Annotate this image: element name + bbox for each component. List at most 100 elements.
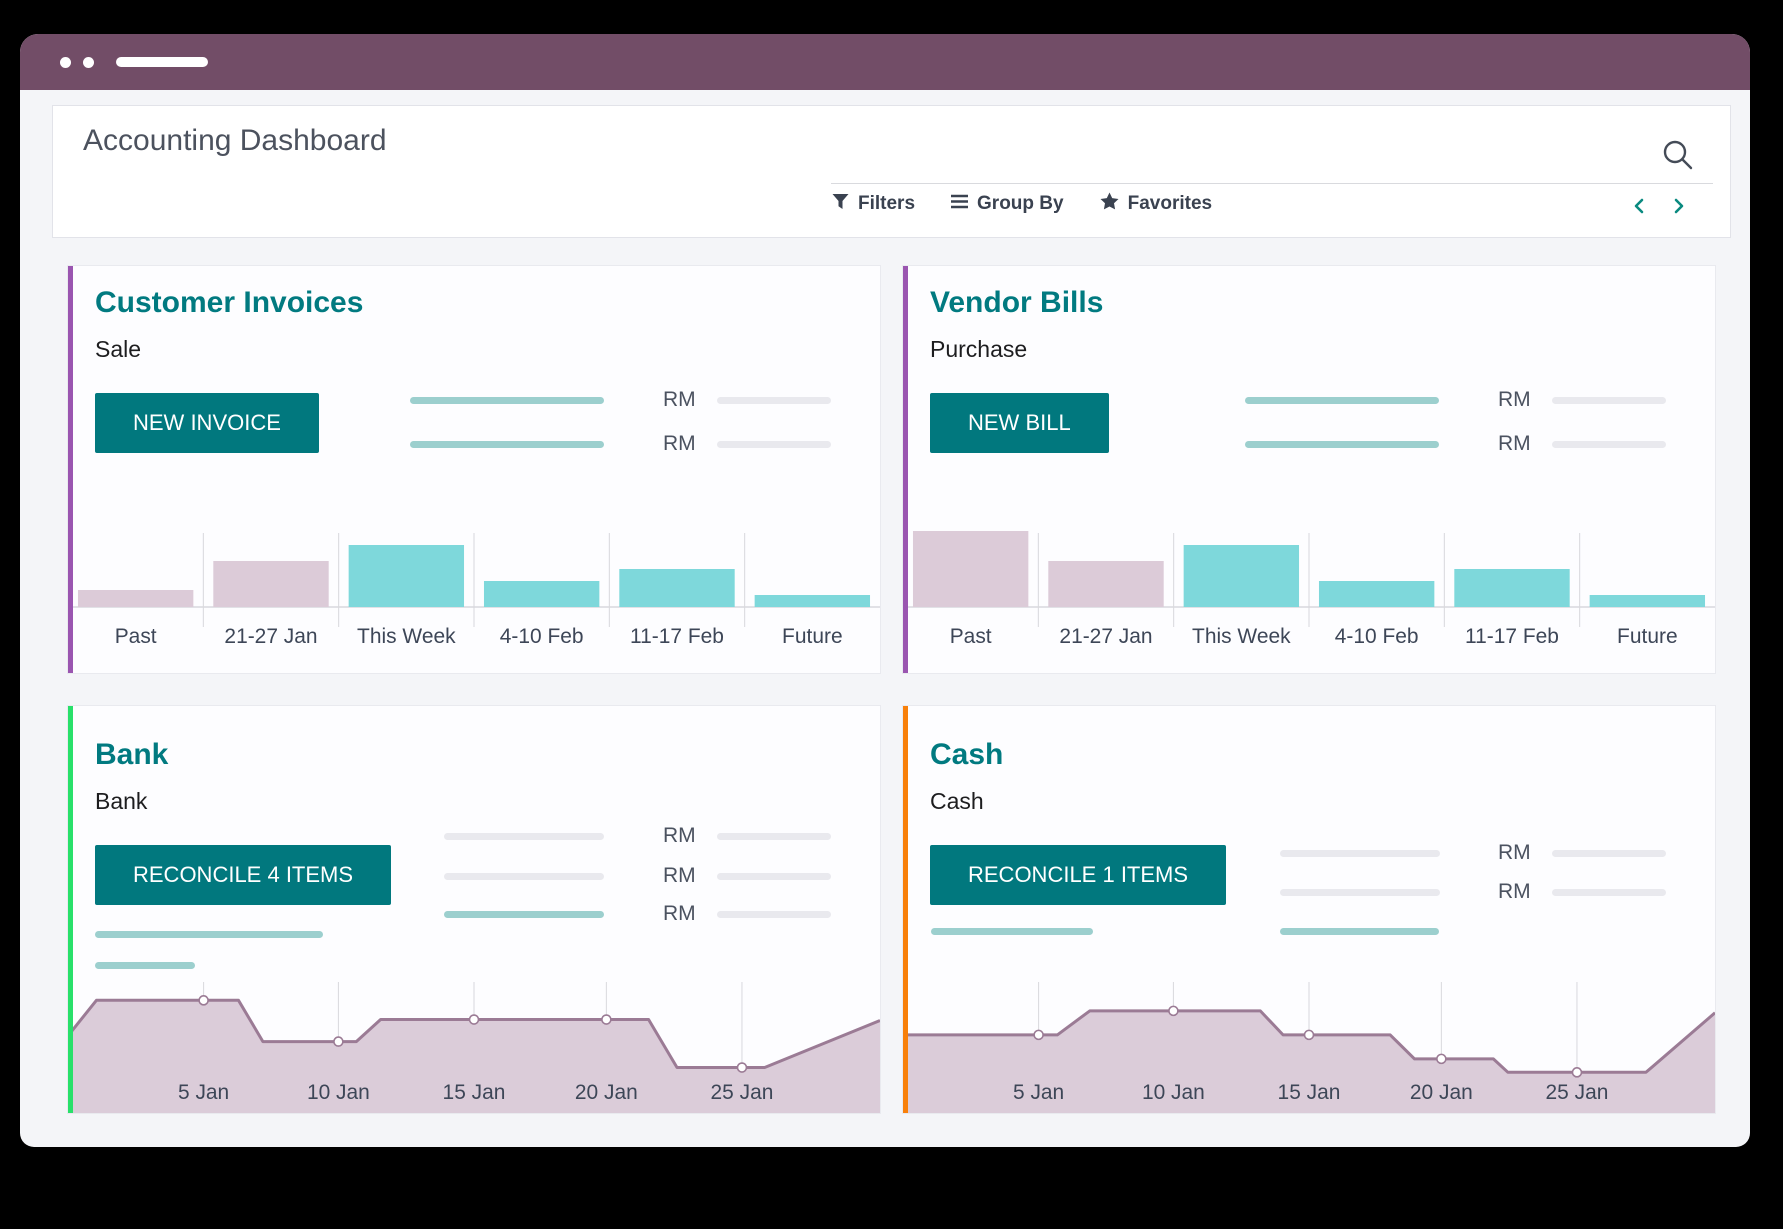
svg-text:Past: Past bbox=[115, 625, 157, 648]
svg-text:This Week: This Week bbox=[1192, 625, 1291, 648]
pager-next-button[interactable] bbox=[1669, 194, 1689, 221]
pager bbox=[1629, 194, 1689, 221]
customer-invoices-bar-chart: Past 21-27 Jan This Week 4-10 Feb 11-17 Feb F… bbox=[68, 533, 880, 648]
card-title-bank[interactable]: Bank bbox=[95, 738, 169, 771]
chevron-left-icon bbox=[1631, 198, 1647, 219]
search-icon[interactable] bbox=[1658, 136, 1698, 176]
currency-label: RM bbox=[1498, 841, 1531, 864]
svg-text:20 Jan: 20 Jan bbox=[1410, 1081, 1473, 1104]
svg-text:This Week: This Week bbox=[357, 625, 456, 648]
reconcile-bank-button[interactable]: RECONCILE 4 ITEMS bbox=[95, 845, 392, 905]
svg-text:11-17 Feb: 11-17 Feb bbox=[1465, 625, 1559, 648]
placeholder-line bbox=[1552, 850, 1666, 857]
filters-button[interactable]: Filters bbox=[832, 193, 915, 216]
vendor-bills-bar-chart: Past 21-27 Jan This Week 4-10 Feb 11-17 Feb F… bbox=[903, 531, 1715, 648]
svg-text:20 Jan: 20 Jan bbox=[575, 1081, 638, 1104]
currency-label: RM bbox=[1498, 880, 1531, 903]
placeholder-line bbox=[1245, 397, 1439, 404]
svg-text:11-17 Feb: 11-17 Feb bbox=[630, 625, 724, 648]
currency-label: RM bbox=[1498, 388, 1531, 411]
svg-text:21-27 Jan: 21-27 Jan bbox=[1059, 625, 1152, 648]
placeholder-line bbox=[95, 931, 323, 938]
placeholder-line bbox=[1280, 889, 1440, 896]
svg-text:15 Jan: 15 Jan bbox=[443, 1081, 506, 1104]
currency-label: RM bbox=[663, 388, 696, 411]
svg-text:10 Jan: 10 Jan bbox=[1142, 1081, 1205, 1104]
dashboard-grid: Customer Invoices Sale NEW INVOICE RM RM… bbox=[67, 265, 1716, 1114]
filters-label: Filters bbox=[858, 193, 916, 214]
currency-label: RM bbox=[663, 902, 696, 925]
currency-label: RM bbox=[663, 864, 696, 887]
placeholder-line bbox=[410, 441, 604, 448]
placeholder-line bbox=[717, 873, 831, 880]
placeholder-line bbox=[95, 962, 195, 969]
svg-text:Future: Future bbox=[1617, 625, 1678, 648]
svg-text:10 Jan: 10 Jan bbox=[307, 1081, 370, 1104]
placeholder-line bbox=[1245, 441, 1439, 448]
pager-previous-button[interactable] bbox=[1629, 194, 1649, 221]
svg-text:4-10 Feb: 4-10 Feb bbox=[1335, 625, 1419, 648]
app-window: Accounting Dashboard Filters Group By bbox=[20, 34, 1750, 1147]
svg-text:Past: Past bbox=[950, 625, 992, 648]
currency-label: RM bbox=[1498, 432, 1531, 455]
card-title-customer-invoices[interactable]: Customer Invoices bbox=[95, 286, 364, 319]
card-title-vendor-bills[interactable]: Vendor Bills bbox=[930, 286, 1104, 319]
card-cash: Cash Cash RECONCILE 1 ITEMS RM RM 5 Jan 1… bbox=[902, 705, 1716, 1114]
card-subtitle: Cash bbox=[930, 788, 984, 814]
svg-text:4-10 Feb: 4-10 Feb bbox=[500, 625, 584, 648]
window-titlebar bbox=[20, 34, 1750, 90]
svg-text:21-27 Jan: 21-27 Jan bbox=[224, 625, 317, 648]
star-icon bbox=[1100, 192, 1119, 216]
window-control-dot[interactable] bbox=[60, 56, 71, 68]
cash-balance-line-chart: 5 Jan 10 Jan 15 Jan 20 Jan 25 Jan bbox=[903, 982, 1715, 1113]
card-accent-bar bbox=[68, 266, 73, 673]
placeholder-line bbox=[1280, 928, 1439, 935]
favorites-button[interactable]: Favorites bbox=[1100, 192, 1212, 216]
group-by-button[interactable]: Group By bbox=[951, 193, 1064, 216]
svg-text:15 Jan: 15 Jan bbox=[1278, 1081, 1341, 1104]
placeholder-line bbox=[410, 397, 604, 404]
svg-text:5 Jan: 5 Jan bbox=[1013, 1081, 1064, 1104]
card-accent-bar bbox=[903, 706, 908, 1113]
card-accent-bar bbox=[903, 266, 908, 673]
search-input[interactable] bbox=[831, 183, 1713, 184]
reconcile-cash-button[interactable]: RECONCILE 1 ITEMS bbox=[930, 845, 1227, 905]
svg-text:Future: Future bbox=[782, 625, 843, 648]
card-subtitle: Purchase bbox=[930, 336, 1028, 362]
new-invoice-button[interactable]: NEW INVOICE bbox=[95, 393, 319, 453]
new-bill-button[interactable]: NEW BILL bbox=[930, 393, 1109, 453]
search-options-row: Filters Group By Favorites bbox=[832, 192, 1212, 216]
card-bank: Bank Bank RECONCILE 4 ITEMS RM RM RM 5 J… bbox=[67, 705, 881, 1114]
placeholder-line bbox=[931, 928, 1093, 935]
page-title: Accounting Dashboard bbox=[83, 124, 387, 157]
placeholder-line bbox=[444, 873, 604, 880]
placeholder-line bbox=[444, 911, 604, 918]
card-vendor-bills: Vendor Bills Purchase NEW BILL RM RM Pas… bbox=[902, 265, 1716, 674]
card-subtitle: Bank bbox=[95, 788, 148, 814]
card-customer-invoices: Customer Invoices Sale NEW INVOICE RM RM… bbox=[67, 265, 881, 674]
placeholder-line bbox=[717, 833, 831, 840]
placeholder-line bbox=[1552, 441, 1666, 448]
control-panel: Accounting Dashboard Filters Group By bbox=[52, 105, 1731, 238]
placeholder-line bbox=[1552, 889, 1666, 896]
currency-label: RM bbox=[663, 432, 696, 455]
placeholder-line bbox=[1552, 397, 1666, 404]
group-by-label: Group By bbox=[977, 193, 1064, 214]
favorites-label: Favorites bbox=[1127, 193, 1213, 214]
placeholder-line bbox=[717, 441, 831, 448]
placeholder-line bbox=[717, 911, 831, 918]
card-title-cash[interactable]: Cash bbox=[930, 738, 1004, 771]
card-accent-bar bbox=[68, 706, 73, 1113]
chevron-right-icon bbox=[1671, 198, 1687, 219]
svg-text:25 Jan: 25 Jan bbox=[711, 1081, 774, 1104]
list-icon bbox=[951, 193, 969, 216]
currency-label: RM bbox=[663, 824, 696, 847]
svg-text:5 Jan: 5 Jan bbox=[178, 1081, 229, 1104]
placeholder-line bbox=[444, 833, 604, 840]
card-subtitle: Sale bbox=[95, 336, 142, 362]
address-bar-placeholder bbox=[116, 57, 208, 67]
bank-balance-line-chart: 5 Jan 10 Jan 15 Jan 20 Jan 25 Jan bbox=[68, 982, 880, 1113]
window-control-dot[interactable] bbox=[83, 56, 94, 68]
placeholder-line bbox=[717, 397, 831, 404]
